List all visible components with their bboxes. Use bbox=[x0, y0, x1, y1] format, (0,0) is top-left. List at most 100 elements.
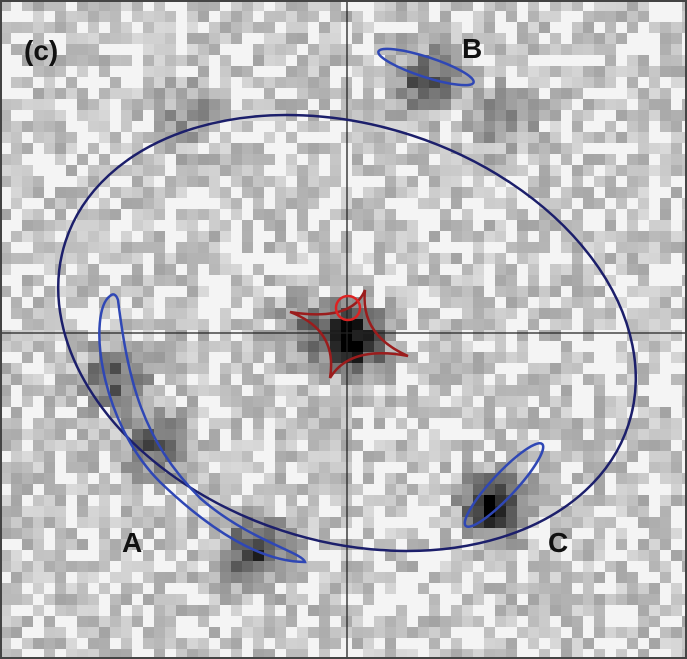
noise-pixel bbox=[330, 110, 341, 121]
noise-pixel bbox=[11, 495, 22, 506]
noise-pixel bbox=[187, 99, 198, 110]
noise-pixel bbox=[0, 363, 11, 374]
noise-pixel bbox=[561, 363, 572, 374]
noise-pixel bbox=[308, 55, 319, 66]
noise-pixel bbox=[539, 66, 550, 77]
noise-pixel bbox=[297, 187, 308, 198]
noise-pixel bbox=[77, 539, 88, 550]
noise-pixel bbox=[0, 154, 11, 165]
noise-pixel bbox=[176, 539, 187, 550]
noise-pixel bbox=[121, 187, 132, 198]
noise-pixel bbox=[396, 616, 407, 627]
noise-pixel bbox=[352, 264, 363, 275]
noise-pixel bbox=[121, 539, 132, 550]
noise-pixel bbox=[176, 407, 187, 418]
noise-pixel bbox=[253, 198, 264, 209]
noise-pixel bbox=[231, 484, 242, 495]
noise-pixel bbox=[385, 231, 396, 242]
noise-pixel bbox=[506, 484, 517, 495]
noise-pixel bbox=[352, 209, 363, 220]
noise-pixel bbox=[77, 649, 88, 659]
noise-pixel bbox=[660, 506, 671, 517]
noise-pixel bbox=[0, 330, 11, 341]
noise-pixel bbox=[55, 528, 66, 539]
noise-pixel bbox=[627, 308, 638, 319]
noise-pixel bbox=[286, 429, 297, 440]
noise-pixel bbox=[154, 99, 165, 110]
noise-pixel bbox=[0, 583, 11, 594]
noise-pixel bbox=[330, 627, 341, 638]
noise-pixel bbox=[22, 176, 33, 187]
noise-pixel bbox=[11, 77, 22, 88]
noise-pixel bbox=[572, 539, 583, 550]
noise-pixel bbox=[561, 396, 572, 407]
noise-pixel bbox=[297, 22, 308, 33]
noise-pixel bbox=[396, 418, 407, 429]
noise-pixel bbox=[451, 605, 462, 616]
noise-pixel bbox=[187, 275, 198, 286]
noise-pixel bbox=[484, 99, 495, 110]
noise-pixel bbox=[297, 198, 308, 209]
noise-pixel bbox=[429, 605, 440, 616]
noise-pixel bbox=[528, 110, 539, 121]
noise-pixel bbox=[440, 99, 451, 110]
noise-pixel bbox=[462, 209, 473, 220]
noise-pixel bbox=[594, 231, 605, 242]
noise-pixel bbox=[660, 22, 671, 33]
noise-pixel bbox=[44, 55, 55, 66]
noise-pixel bbox=[462, 187, 473, 198]
noise-pixel bbox=[550, 429, 561, 440]
noise-pixel bbox=[550, 561, 561, 572]
noise-pixel bbox=[627, 473, 638, 484]
noise-pixel bbox=[550, 330, 561, 341]
noise-pixel bbox=[99, 583, 110, 594]
noise-pixel bbox=[660, 407, 671, 418]
noise-pixel bbox=[385, 539, 396, 550]
noise-pixel bbox=[308, 495, 319, 506]
noise-pixel bbox=[429, 616, 440, 627]
noise-pixel bbox=[99, 341, 110, 352]
noise-pixel bbox=[473, 572, 484, 583]
noise-pixel bbox=[264, 495, 275, 506]
noise-pixel bbox=[77, 297, 88, 308]
noise-pixel bbox=[605, 275, 616, 286]
noise-pixel bbox=[550, 264, 561, 275]
noise-pixel bbox=[506, 407, 517, 418]
noise-pixel bbox=[275, 220, 286, 231]
noise-pixel bbox=[33, 561, 44, 572]
noise-pixel bbox=[55, 110, 66, 121]
noise-pixel bbox=[165, 363, 176, 374]
noise-pixel bbox=[671, 451, 682, 462]
noise-pixel bbox=[429, 165, 440, 176]
noise-pixel bbox=[143, 319, 154, 330]
noise-pixel bbox=[319, 187, 330, 198]
noise-pixel bbox=[55, 22, 66, 33]
noise-pixel bbox=[297, 429, 308, 440]
noise-pixel bbox=[77, 198, 88, 209]
noise-pixel bbox=[627, 22, 638, 33]
noise-pixel bbox=[286, 561, 297, 572]
noise-pixel bbox=[462, 66, 473, 77]
noise-pixel bbox=[396, 11, 407, 22]
noise-pixel bbox=[308, 330, 319, 341]
noise-pixel bbox=[198, 407, 209, 418]
noise-pixel bbox=[11, 484, 22, 495]
noise-pixel bbox=[561, 561, 572, 572]
noise-pixel bbox=[682, 308, 687, 319]
noise-pixel bbox=[143, 297, 154, 308]
noise-pixel bbox=[165, 506, 176, 517]
noise-pixel bbox=[154, 363, 165, 374]
noise-pixel bbox=[99, 616, 110, 627]
noise-pixel bbox=[418, 539, 429, 550]
noise-pixel bbox=[22, 374, 33, 385]
image-c-contour bbox=[463, 441, 545, 529]
noise-pixel bbox=[33, 572, 44, 583]
noise-pixel bbox=[165, 319, 176, 330]
noise-pixel bbox=[209, 165, 220, 176]
noise-pixel bbox=[132, 561, 143, 572]
noise-pixel bbox=[561, 407, 572, 418]
noise-pixel bbox=[561, 66, 572, 77]
noise-pixel bbox=[473, 253, 484, 264]
noise-pixel bbox=[594, 374, 605, 385]
